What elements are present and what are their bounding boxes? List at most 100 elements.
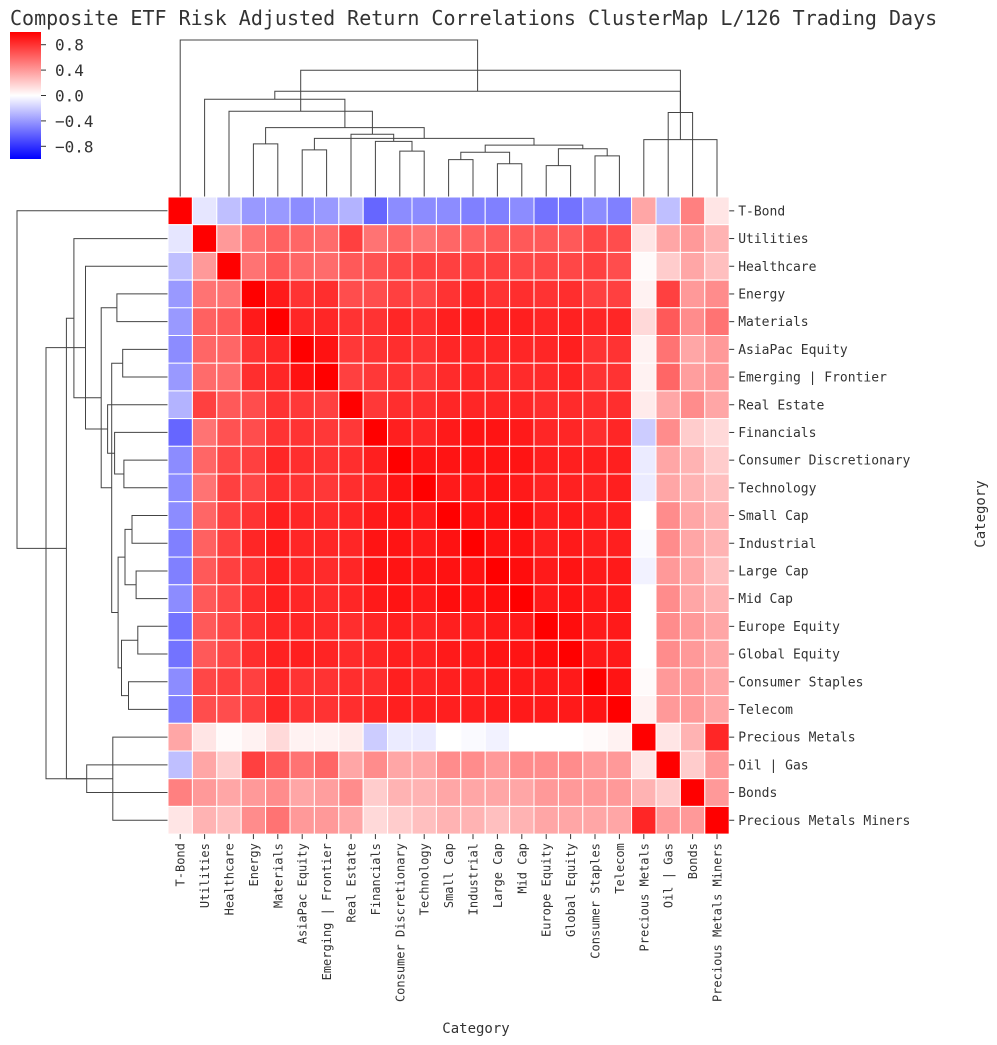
heatmap-cell <box>509 251 535 281</box>
heatmap-cell <box>289 667 315 697</box>
heatmap-cell <box>435 556 462 586</box>
heatmap-cell <box>191 418 218 447</box>
row-label-healthcare: Healthcare <box>738 260 816 275</box>
heatmap-cell <box>411 556 437 586</box>
dendrogram-link <box>116 293 168 323</box>
heatmap-cell <box>167 722 193 752</box>
heatmap-cell <box>533 335 559 364</box>
heatmap-cell <box>631 501 657 530</box>
heatmap-cell <box>557 695 584 724</box>
heatmap-cell <box>240 390 267 420</box>
column-label-technology: Technology <box>418 843 432 915</box>
heatmap-cell <box>631 695 657 724</box>
heatmap-cell <box>582 750 608 780</box>
column-label-mid-cap: Mid Cap <box>515 843 529 894</box>
heatmap-cell <box>216 335 242 364</box>
dendrogram-link <box>313 137 535 150</box>
chart-title: Composite ETF Risk Adjusted Return Corre… <box>10 6 937 30</box>
heatmap-cell <box>313 805 340 835</box>
heatmap-cell <box>582 667 608 697</box>
heatmap-cell <box>313 750 340 780</box>
dendrogram-link <box>131 515 168 544</box>
heatmap-cell <box>289 556 315 586</box>
heatmap-cell <box>362 722 389 752</box>
dendrogram-link <box>123 459 168 489</box>
heatmap-cell <box>191 279 218 309</box>
heatmap-cell <box>704 390 730 420</box>
heatmap-cell <box>460 362 486 392</box>
heatmap-cell <box>631 805 657 835</box>
heatmap-cell <box>655 667 681 697</box>
heatmap-cell <box>362 778 389 807</box>
heatmap-cell <box>265 805 291 835</box>
heatmap-cell <box>167 279 193 309</box>
heatmap-cell <box>655 335 681 364</box>
heatmap-cell <box>240 750 267 780</box>
heatmap-cell <box>167 584 193 613</box>
heatmap-cell <box>167 528 193 558</box>
row-label-oil-gas: Oil | Gas <box>738 758 808 773</box>
heatmap-cell <box>216 196 242 226</box>
heatmap-cell <box>582 335 608 364</box>
heatmap-cell <box>362 196 389 226</box>
column-label-consumer-staples: Consumer Staples <box>589 843 603 959</box>
heatmap-cell <box>338 196 364 226</box>
heatmap-cell <box>460 501 486 530</box>
heatmap-cell <box>167 362 193 392</box>
heatmap-cell <box>460 695 486 724</box>
row-label-asiapac-equity: AsiaPac Equity <box>738 343 848 358</box>
heatmap-cell <box>533 556 559 586</box>
heatmap-cell <box>216 556 242 586</box>
heatmap-cell <box>313 279 340 309</box>
heatmap-cell <box>313 639 340 669</box>
heatmap-cell <box>533 473 559 503</box>
heatmap-cell <box>313 584 340 613</box>
heatmap-cell <box>387 667 413 697</box>
row-labels: T-Bond Utilities Healthcare Energy Materials… <box>729 204 911 829</box>
heatmap-cell <box>582 307 608 336</box>
row-label-precious-metals-miners: Precious Metals Miners <box>738 814 910 829</box>
heatmap-cell <box>191 251 218 281</box>
heatmap-cell <box>167 473 193 503</box>
heatmap-cell <box>704 778 730 807</box>
heatmap-cell <box>509 279 535 309</box>
heatmap-cell <box>582 501 608 530</box>
y-axis-label: Category <box>973 480 989 547</box>
heatmap-cell <box>557 445 584 475</box>
heatmap-cell <box>411 279 437 309</box>
heatmap-cell <box>240 639 267 669</box>
heatmap-cell <box>533 695 559 724</box>
column-label-t-bond: T-Bond <box>174 843 188 886</box>
heatmap-cell <box>679 667 706 697</box>
heatmap-cell <box>435 778 462 807</box>
heatmap-cell <box>387 528 413 558</box>
heatmap-cell <box>631 362 657 392</box>
heatmap-cell <box>362 251 389 281</box>
heatmap-cell <box>338 750 364 780</box>
heatmap-cell <box>484 612 511 641</box>
heatmap-cell <box>313 695 340 724</box>
heatmap-cell <box>289 805 315 835</box>
heatmap-cell <box>338 307 364 336</box>
heatmap-cell <box>289 501 315 530</box>
heatmap-cell <box>216 307 242 336</box>
heatmap-grid <box>167 196 730 835</box>
heatmap-cell <box>679 722 706 752</box>
column-label-oil-gas: Oil | Gas <box>662 843 676 908</box>
column-label-precious-metals: Precious Metals <box>637 843 651 951</box>
heatmap-cell <box>435 390 462 420</box>
heatmap-cell <box>362 501 389 530</box>
colorbar-ticks: 0.8 0.4 0.0 −0.4 −0.8 <box>41 36 94 156</box>
heatmap-cell <box>509 362 535 392</box>
dendrogram-link <box>545 165 572 197</box>
heatmap-cell <box>509 418 535 447</box>
column-label-large-cap: Large Cap <box>491 843 505 908</box>
heatmap-cell <box>216 279 242 309</box>
heatmap-cell <box>484 667 511 697</box>
dendrogram-link <box>643 139 718 197</box>
heatmap-cell <box>679 556 706 586</box>
heatmap-cell <box>679 307 706 336</box>
dendrogram-link <box>45 347 87 780</box>
heatmap-cell <box>655 639 681 669</box>
heatmap-cell <box>411 584 437 613</box>
